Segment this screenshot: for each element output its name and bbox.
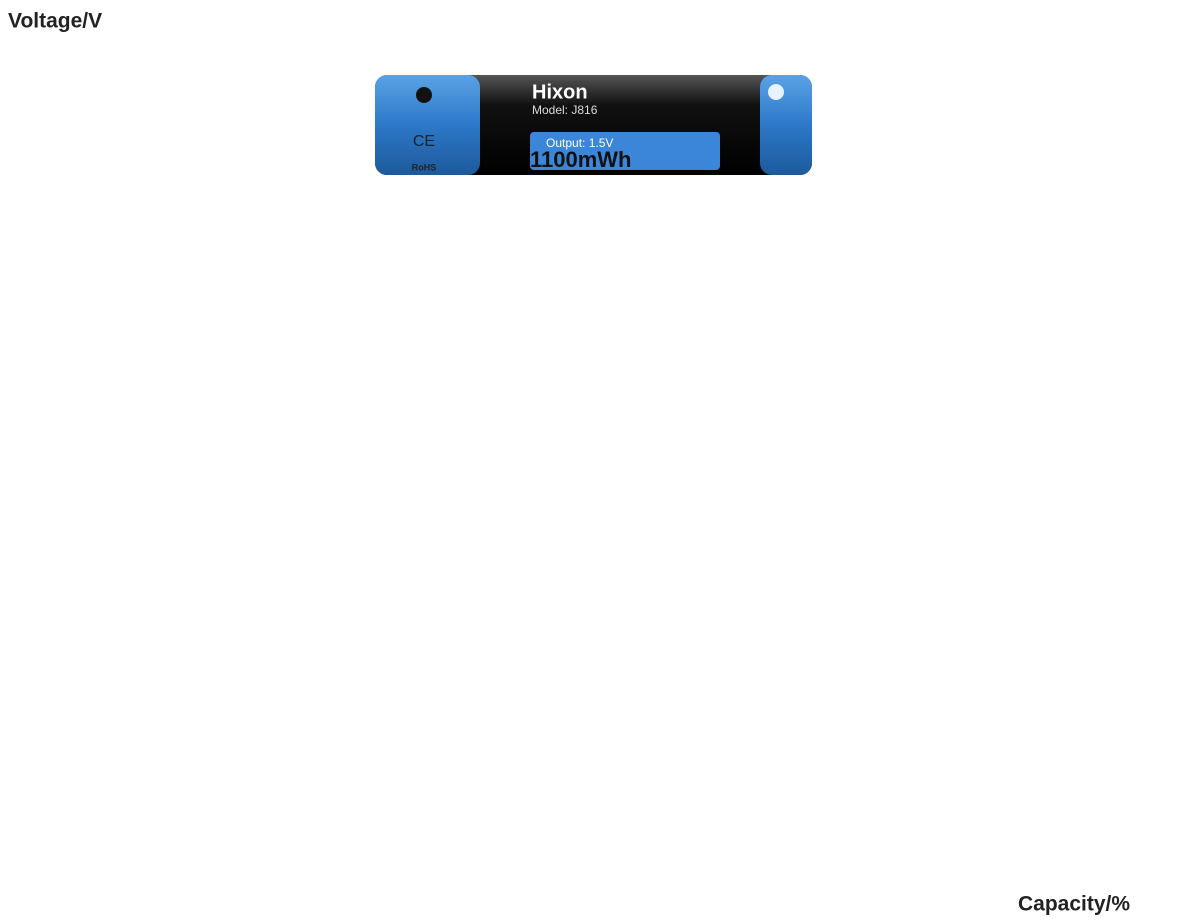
ce-mark: CE (413, 133, 435, 150)
x-axis-title: Capacity/% (1018, 893, 1130, 916)
rohs-mark: RoHS (412, 162, 437, 172)
plus-icon (416, 87, 432, 103)
battery-end (760, 75, 812, 175)
capacity-label: 1100mWh (530, 147, 632, 172)
minus-icon (768, 84, 784, 100)
output: Output: 1.5V (546, 136, 613, 150)
model: Model: J816 (532, 103, 598, 117)
brand: Hixon (532, 81, 588, 103)
battery-cap (375, 75, 480, 175)
battery-image: Hixon Model: J816 Output: 1.5V 1100mWh C… (375, 75, 812, 175)
y-axis-title: Voltage/V (8, 10, 102, 33)
label-box (530, 132, 720, 170)
